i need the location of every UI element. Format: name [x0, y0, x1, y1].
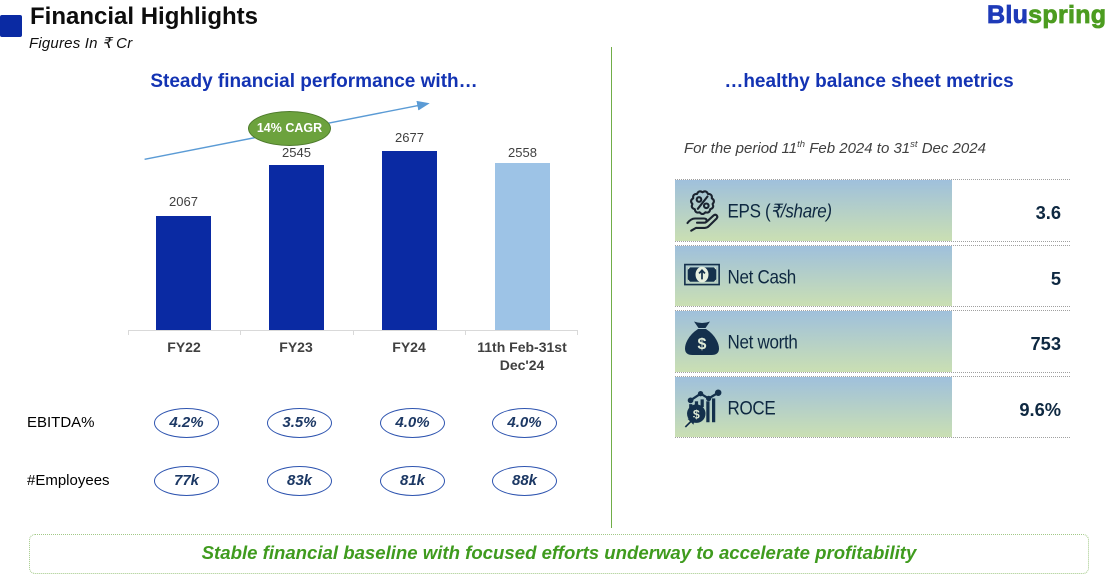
svg-text:$: $ [692, 407, 699, 421]
svg-text:$: $ [697, 336, 706, 353]
